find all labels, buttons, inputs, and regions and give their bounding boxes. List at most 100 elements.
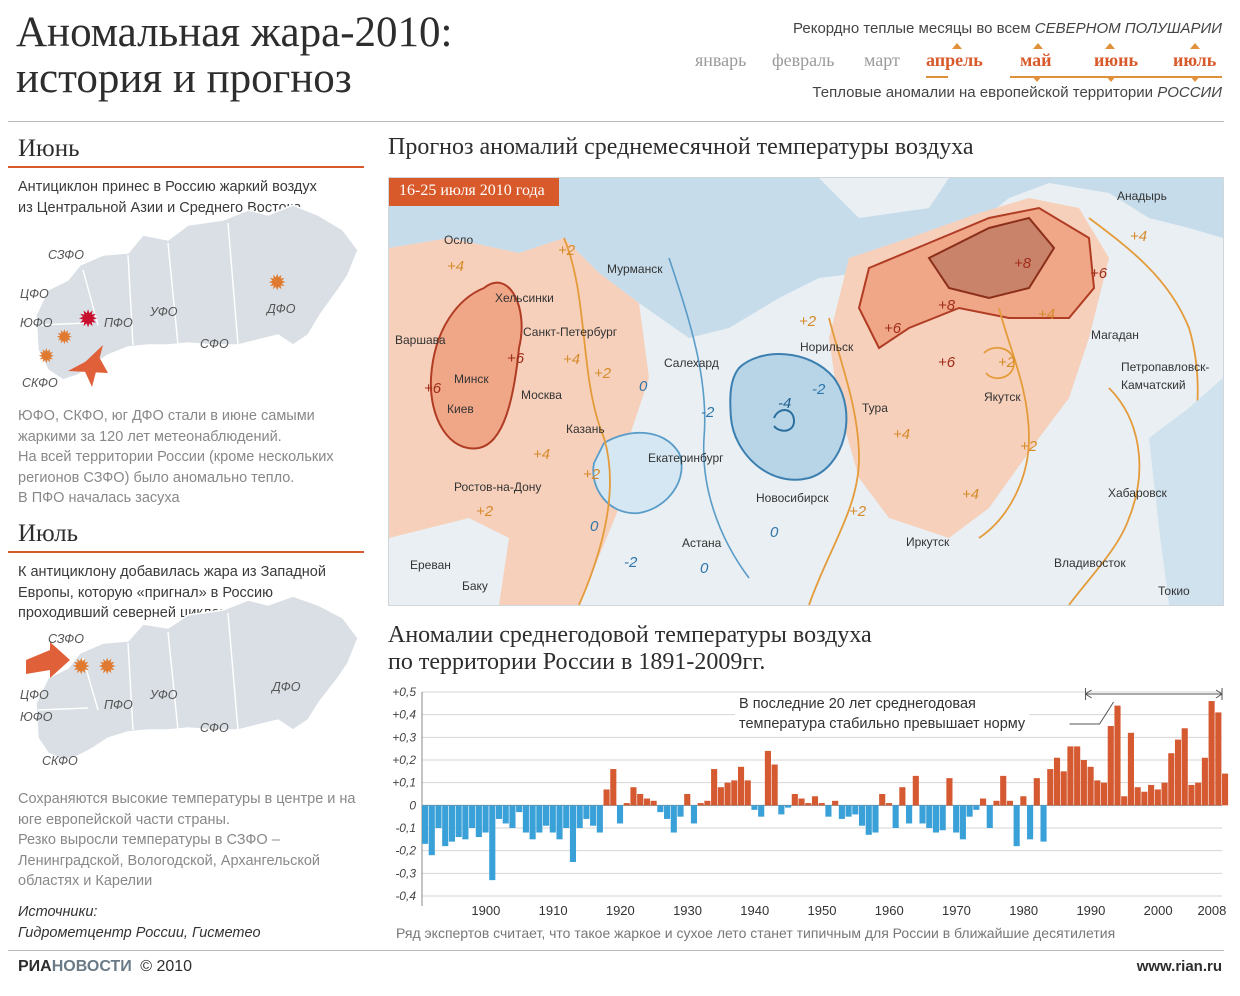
annual-title: Аномалии среднегодовой температуры возду… (388, 622, 872, 676)
july-heat-arrow-icon (26, 642, 70, 678)
anomaly-bar (630, 787, 637, 806)
city-label: Хельсинки (495, 291, 554, 305)
anomaly-bar (1127, 732, 1134, 806)
anomaly-bar (865, 805, 872, 835)
x-tick-label: 1980 (1009, 903, 1038, 918)
anomaly-bar (529, 805, 536, 840)
anomaly-bar (1060, 771, 1067, 806)
copyright-year: © 2010 (140, 958, 193, 975)
anomaly-bar (670, 805, 677, 833)
ria-logo: РИАНОВОСТИ © 2010 (18, 958, 192, 976)
anomaly-bar (939, 805, 946, 831)
june-note: ЮФО, СКФО, юг ДФО стали в июне самыми жа… (18, 408, 315, 445)
anomaly-bar (475, 805, 482, 838)
anomaly-bar (495, 805, 503, 819)
anomaly-bar (926, 805, 933, 828)
chart-y-ticks: +0,5 +0,4 +0,3 +0,2 +0,1 0 -0,1 -0,2 -0,3 -0,4 (392, 685, 416, 903)
anomaly-bar (596, 805, 603, 833)
month-marker-icon (1106, 76, 1116, 82)
x-tick-label: 2000 (1144, 903, 1173, 918)
anomaly-bar (872, 805, 879, 833)
anomaly-bar (1188, 784, 1195, 806)
anomaly-bar (1020, 796, 1027, 806)
contour-label: +2 (998, 354, 1016, 371)
anomaly-bar (657, 805, 664, 813)
anomaly-bar (993, 800, 1000, 806)
anomaly-bar (979, 798, 987, 806)
anomaly-bar (1174, 739, 1182, 806)
july-notes: Сохраняются высокие температуры в центре… (18, 789, 368, 892)
anomaly-bar (1195, 782, 1202, 806)
city-label: Астана (682, 536, 722, 550)
anomaly-bar (422, 805, 429, 844)
ria-logo-novosti: НОВОСТИ (51, 958, 132, 975)
july-district-sfo: СФО (200, 721, 229, 735)
anomaly-bar (1208, 701, 1215, 806)
june-heading: Июнь (18, 135, 80, 162)
hemisphere-legend-em: СЕВЕРНОМ ПОЛУШАРИИ (1034, 20, 1222, 37)
anomaly-bar (509, 805, 516, 828)
anomaly-bar (643, 798, 650, 806)
forecast-title: Прогноз аномалий среднемесячной температ… (388, 134, 974, 160)
ria-logo-ria: РИА (18, 958, 52, 975)
anomaly-bar (737, 766, 745, 806)
annotation-leader (1069, 701, 1114, 725)
anomaly-bar (590, 805, 597, 826)
anomaly-bar (1013, 805, 1020, 847)
anomaly-bar (556, 805, 563, 840)
annual-title-line2: по территории России в 1891-2009гг. (388, 649, 766, 675)
city-label: Ереван (410, 558, 451, 572)
anomaly-bar (825, 805, 832, 817)
y-tick-label: +0,3 (392, 730, 416, 744)
city-label: Норильск (800, 340, 854, 354)
month-marker-icon (1190, 43, 1200, 49)
anomaly-bar (818, 803, 825, 806)
y-tick-label: +0,2 (392, 753, 416, 767)
contour-label: -2 (701, 404, 715, 421)
annual-footnote: Ряд экспертов считает, что такое жаркое … (396, 925, 1116, 941)
anomaly-bar (502, 805, 509, 824)
june-district-szfo: СЗФО (48, 248, 84, 262)
anomaly-bar (489, 805, 496, 881)
city-label: Салехард (664, 356, 719, 370)
july-note: Резко выросли температуры в СЗФО – Ленин… (18, 832, 321, 889)
anomaly-bar (758, 805, 765, 817)
contour-label: +4 (1038, 306, 1056, 323)
x-tick-label: 1990 (1076, 903, 1105, 918)
anomaly-bar (771, 764, 778, 806)
june-district-cfo: ЦФО (20, 287, 49, 301)
city-label: Санкт-Петербург (523, 325, 618, 339)
anomaly-bar (912, 775, 919, 806)
anomaly-bar (906, 805, 913, 824)
anomaly-bar (973, 805, 980, 810)
contour-label: +4 (893, 426, 911, 443)
anomaly-bar (536, 805, 543, 833)
y-tick-label: 0 (409, 798, 416, 812)
anomaly-bar (778, 805, 785, 815)
anomaly-bar (798, 798, 805, 806)
contour-label: +6 (507, 350, 525, 367)
anomaly-bar (953, 805, 960, 833)
sources-text: Гидрометцентр России, Гисметео (18, 925, 261, 941)
anomaly-bar (959, 805, 966, 840)
y-tick-label: -0,2 (395, 844, 416, 858)
city-label: Баку (462, 579, 488, 593)
x-tick-label: 1960 (875, 903, 904, 918)
anomaly-bar (684, 794, 691, 806)
site-link[interactable]: www.rian.ru (1136, 958, 1222, 975)
russia-legend-text: Тепловые аномалии на европейской террито… (812, 84, 1158, 101)
june-notes: ЮФО, СКФО, юг ДФО стали в июне самыми жа… (18, 406, 370, 509)
month-marker-icon (1033, 43, 1043, 49)
month-marker-icon (1105, 43, 1115, 49)
contour-label: +4 (447, 258, 465, 275)
anomaly-bar (1027, 805, 1034, 840)
anomaly-bar (1107, 726, 1114, 806)
june-intro: Антициклон принес в Россию жаркий воздух… (18, 179, 317, 216)
main-title: Аномальная жара-2010: история и прогноз (16, 10, 452, 102)
x-tick-label: 1920 (606, 903, 635, 918)
contour-label: -2 (624, 554, 638, 571)
anomaly-bar (1074, 746, 1081, 806)
month-marker-line (1010, 76, 1222, 78)
x-tick-label: 1910 (539, 903, 568, 918)
anomaly-bar (986, 805, 993, 828)
